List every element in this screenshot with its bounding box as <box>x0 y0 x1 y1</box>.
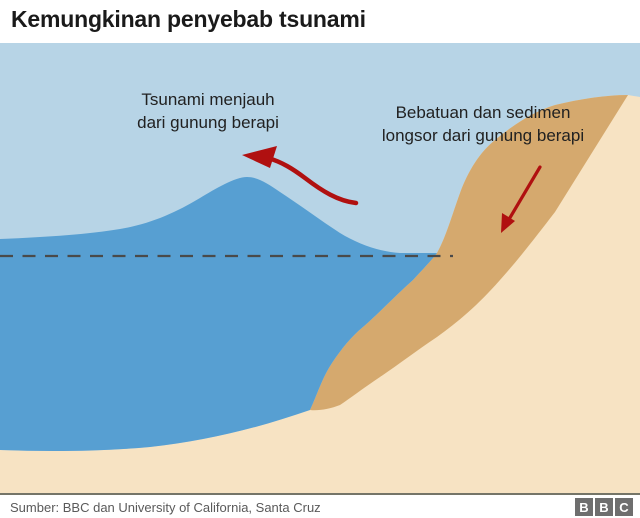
landslide-region <box>310 95 628 411</box>
landslide-label: Bebatuan dan sedimen longsor dari gunung… <box>381 103 585 145</box>
wave-label: Tsunami menjauh dari gunung berapi <box>137 90 279 132</box>
page-title: Kemungkinan penyebab tsunami <box>11 6 366 32</box>
bbc-logo-letter: C <box>615 498 633 516</box>
landslide-arrowhead-icon <box>501 213 515 233</box>
sea-region <box>0 177 437 451</box>
tsunami-diagram <box>0 43 640 493</box>
title-band: Kemungkinan penyebab tsunami <box>0 0 640 43</box>
landslide-arrow <box>506 165 542 223</box>
bbc-logo-letter: B <box>575 498 593 516</box>
bbc-logo: B B C <box>575 498 633 516</box>
wave-direction-arrow <box>265 155 359 206</box>
source-text: Sumber: BBC dan University of California… <box>10 500 321 515</box>
bbc-logo-letter: B <box>595 498 613 516</box>
footer: Sumber: BBC dan University of California… <box>0 493 640 518</box>
wave-direction-arrowhead-icon <box>242 146 277 168</box>
